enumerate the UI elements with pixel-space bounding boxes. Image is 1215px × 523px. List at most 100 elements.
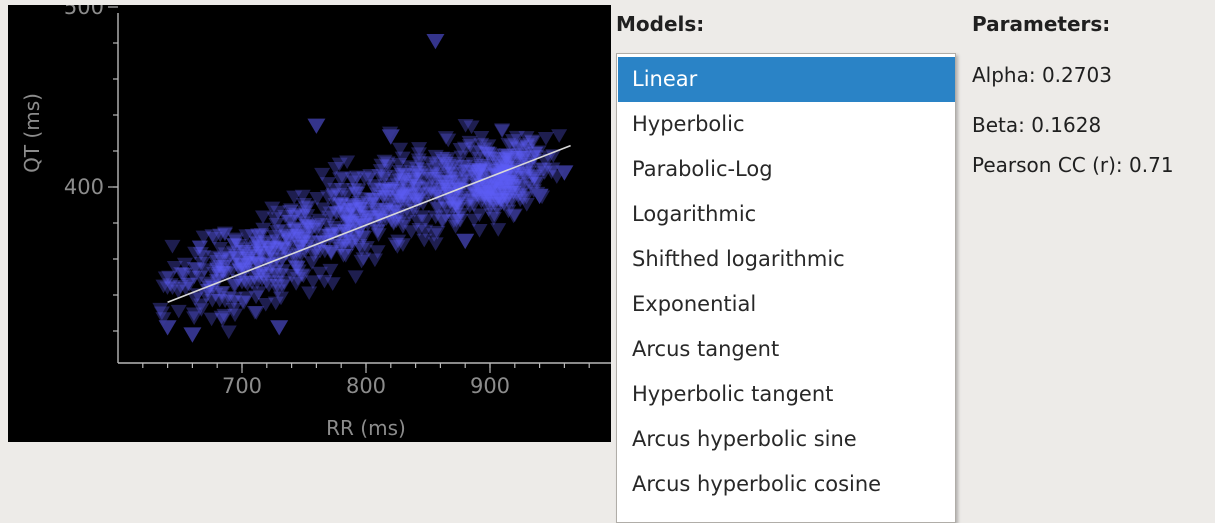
data-point xyxy=(395,216,412,231)
model-item-arcus-tangent[interactable]: Arcus tangent xyxy=(632,337,780,361)
data-point xyxy=(366,182,383,197)
data-point xyxy=(407,182,424,196)
model-item-hyperbolic-tangent[interactable]: Hyperbolic tangent xyxy=(632,382,834,406)
data-point xyxy=(344,198,361,212)
data-point xyxy=(441,183,458,197)
data-point xyxy=(491,175,508,190)
data-point xyxy=(261,240,278,255)
data-point xyxy=(282,204,299,219)
data-point xyxy=(428,166,445,181)
data-point xyxy=(252,239,269,254)
data-point xyxy=(209,255,226,269)
data-point xyxy=(298,216,315,231)
data-point xyxy=(157,271,174,286)
data-point xyxy=(290,264,307,279)
data-point xyxy=(250,256,267,270)
data-point xyxy=(183,327,202,343)
data-point xyxy=(298,226,315,240)
data-point xyxy=(518,138,535,152)
data-point xyxy=(332,190,349,205)
data-point xyxy=(485,179,502,193)
data-point xyxy=(298,230,315,244)
data-point xyxy=(213,286,230,300)
y-axis-label: QT (ms) xyxy=(20,93,44,173)
data-point xyxy=(452,143,469,157)
data-point xyxy=(355,230,372,245)
data-point xyxy=(494,123,511,137)
data-point xyxy=(234,295,251,310)
data-point xyxy=(234,261,251,275)
data-point xyxy=(186,311,203,325)
data-point xyxy=(326,220,343,235)
data-point xyxy=(289,260,306,275)
data-point xyxy=(471,164,488,179)
data-point xyxy=(508,170,525,185)
data-point xyxy=(437,131,454,145)
data-point xyxy=(354,218,371,233)
data-point xyxy=(488,179,505,193)
model-item-arcus-hyperbolic-cosine[interactable]: Arcus hyperbolic cosine xyxy=(632,472,882,496)
data-point xyxy=(337,216,354,230)
data-point xyxy=(428,187,445,202)
data-point xyxy=(347,270,364,285)
data-point xyxy=(392,200,409,215)
data-point xyxy=(206,266,223,281)
data-point xyxy=(551,129,568,143)
model-item-logarithmic[interactable]: Logarithmic xyxy=(632,202,757,226)
model-item-linear[interactable]: Linear xyxy=(618,57,955,102)
model-item-exponential[interactable]: Exponential xyxy=(632,292,757,316)
data-point xyxy=(264,258,281,273)
data-point xyxy=(231,262,248,277)
model-item-arcus-hyperbolic-sine[interactable]: Arcus hyperbolic sine xyxy=(632,427,857,451)
model-item-parabolic-log[interactable]: Parabolic-Log xyxy=(632,157,773,181)
model-item-shifthed-logarithmic[interactable]: Shifthed logarithmic xyxy=(632,247,845,271)
data-point xyxy=(508,130,525,145)
data-point xyxy=(454,163,471,178)
data-point xyxy=(369,187,386,202)
data-point xyxy=(258,259,275,274)
data-point xyxy=(503,167,520,182)
data-point xyxy=(502,174,519,189)
data-point xyxy=(434,174,451,189)
data-point xyxy=(473,161,490,175)
data-point xyxy=(252,249,269,263)
data-point xyxy=(443,166,460,181)
data-point xyxy=(485,211,502,226)
data-point xyxy=(299,220,316,234)
data-point xyxy=(503,179,520,193)
data-point xyxy=(515,166,532,181)
data-point xyxy=(408,195,425,209)
data-point xyxy=(331,157,348,172)
data-point xyxy=(208,261,225,276)
data-point xyxy=(354,205,371,220)
data-point xyxy=(441,174,458,189)
data-point xyxy=(347,215,364,230)
data-point xyxy=(193,303,210,317)
data-point xyxy=(447,220,464,234)
models-list[interactable]: Linear Hyperbolic Parabolic-Log Logarithmic… xyxy=(616,53,956,523)
data-point xyxy=(306,220,323,234)
data-point xyxy=(367,217,384,231)
data-point xyxy=(426,228,443,242)
data-point xyxy=(453,207,470,222)
data-point xyxy=(419,187,436,202)
data-point xyxy=(394,220,411,234)
data-point xyxy=(287,249,304,263)
data-point xyxy=(444,194,461,208)
data-point xyxy=(334,234,351,248)
data-point xyxy=(500,186,517,200)
data-point xyxy=(239,277,256,292)
data-point xyxy=(194,256,211,271)
data-point xyxy=(230,238,247,253)
data-point xyxy=(507,176,524,191)
data-point xyxy=(267,296,284,311)
model-item-hyperbolic[interactable]: Hyperbolic xyxy=(632,112,745,136)
data-point xyxy=(388,214,405,229)
data-point xyxy=(349,187,366,201)
models-title: Models: xyxy=(616,12,705,36)
data-point xyxy=(420,169,437,183)
data-point xyxy=(373,182,390,197)
data-point xyxy=(301,221,318,235)
data-point xyxy=(469,186,486,201)
data-point xyxy=(377,190,394,205)
